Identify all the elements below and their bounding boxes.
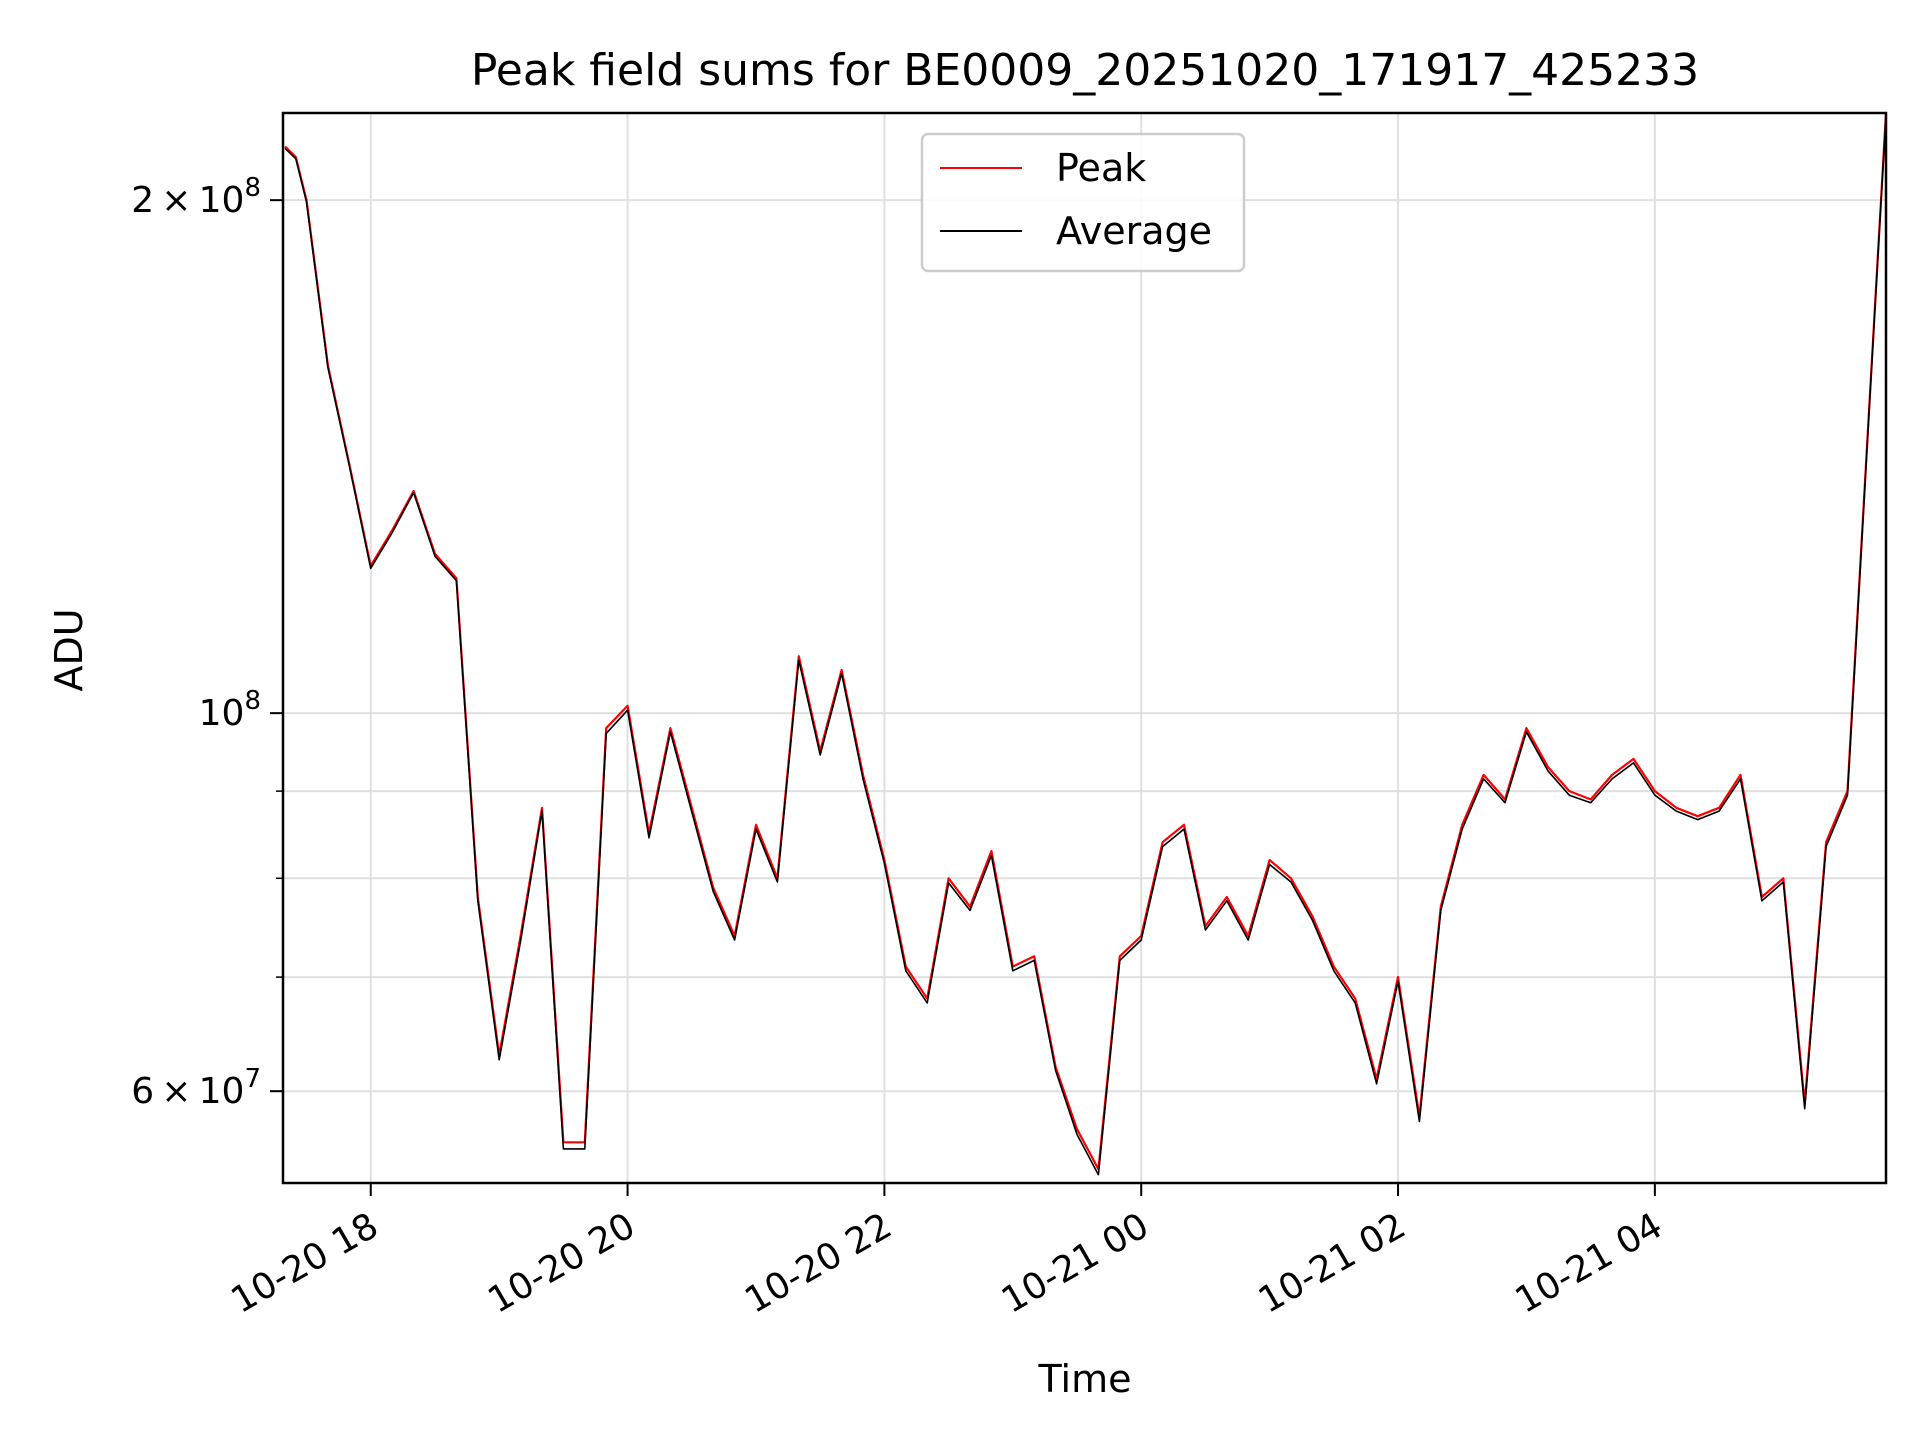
y-axis-label: ADU bbox=[47, 608, 91, 691]
series-lines bbox=[284, 112, 1888, 1176]
y-tick-label: 6 × 107 bbox=[131, 1064, 261, 1112]
legend-label-average: Average bbox=[1056, 209, 1212, 253]
y-ticks: 2 × 108 108 6 × 107 bbox=[131, 173, 283, 1112]
y-tick-label: 108 bbox=[199, 686, 261, 734]
y-tick-label: 2 × 108 bbox=[131, 173, 261, 221]
plot-frame bbox=[281, 111, 1888, 1185]
series-line-average bbox=[284, 114, 1887, 1176]
legend-label-peak: Peak bbox=[1056, 146, 1146, 190]
grid bbox=[283, 113, 1886, 1183]
legend: Peak Average bbox=[920, 132, 1246, 273]
chart-title: Peak field sums for BE0009_20251020_1719… bbox=[471, 45, 1699, 96]
x-axis-label: Time bbox=[1038, 1357, 1132, 1401]
